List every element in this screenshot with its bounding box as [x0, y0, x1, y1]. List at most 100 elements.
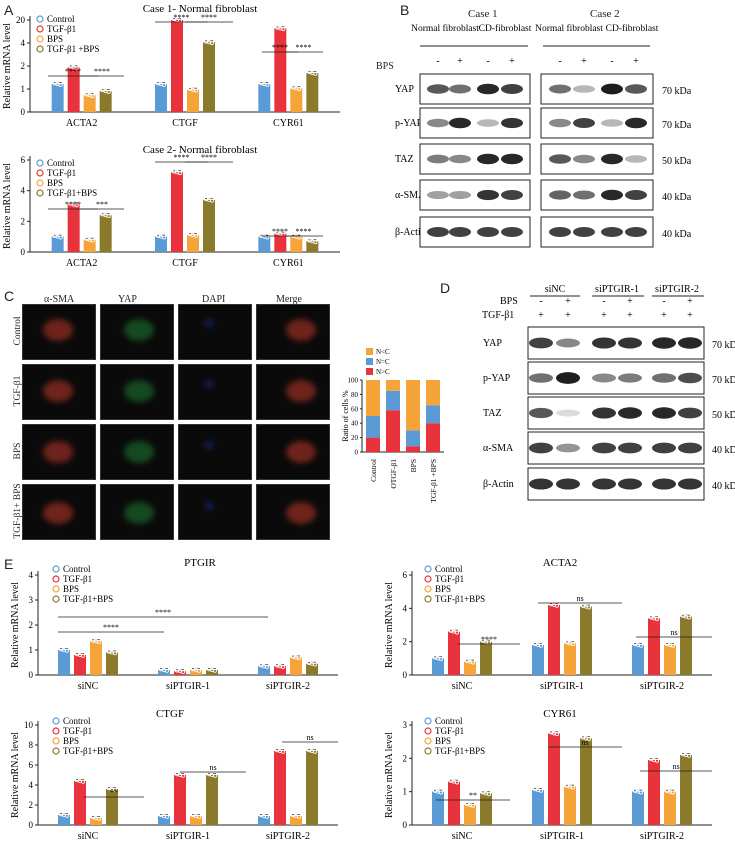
y-tick-label: 3	[403, 720, 408, 730]
sig-label: ns	[209, 763, 216, 772]
bar	[158, 816, 170, 825]
cell-signal	[124, 380, 154, 402]
y-tick-label: 1	[29, 645, 34, 655]
blot-band	[549, 190, 571, 200]
legend-marker	[36, 45, 44, 53]
bar	[548, 605, 560, 675]
legend-label: TGF-β1+BPS	[435, 746, 485, 756]
protein-label: β-Actin	[483, 479, 514, 490]
data-point	[196, 668, 201, 673]
bar	[548, 733, 560, 825]
blot-band	[427, 118, 449, 128]
kda-label: 40 kDa	[712, 445, 735, 456]
sig-label: ****	[155, 608, 171, 617]
bar	[155, 84, 167, 112]
blot-band	[449, 154, 471, 164]
bar	[632, 791, 644, 825]
legend-swatch	[366, 358, 373, 365]
bar	[580, 606, 592, 675]
data-point	[65, 648, 70, 653]
col-label-yap: YAP	[118, 294, 137, 305]
sig-label: ****	[174, 13, 190, 22]
data-point	[571, 642, 576, 647]
legend-marker	[424, 585, 432, 593]
bar	[258, 816, 270, 825]
data-point	[280, 749, 285, 754]
blot-band	[477, 119, 499, 127]
data-point	[454, 780, 459, 785]
micrograph	[22, 484, 96, 540]
data-point	[639, 643, 644, 648]
blot-band	[625, 155, 647, 163]
bar	[580, 738, 592, 825]
legend-label: Control	[63, 716, 91, 726]
protein-label: α-SMA	[395, 190, 426, 201]
x-tick-label: Control	[369, 459, 378, 482]
data-point	[193, 88, 198, 93]
blot-band	[573, 154, 595, 164]
legend-marker	[424, 575, 432, 583]
bar	[203, 42, 215, 112]
blot-band	[501, 227, 523, 237]
data-point	[177, 171, 182, 176]
blot-band	[501, 153, 523, 165]
data-point	[587, 605, 592, 610]
data-point	[113, 651, 118, 656]
y-tick-label: 60	[351, 405, 359, 413]
legend-marker	[424, 727, 432, 735]
cell-signal	[205, 441, 213, 449]
blot-band	[449, 227, 471, 237]
blot-band	[501, 84, 523, 94]
blot-band	[556, 443, 580, 453]
data-point	[161, 235, 166, 240]
data-point	[313, 71, 318, 76]
x-tick-label: TGF-β1 +BPS	[429, 459, 438, 503]
legend-marker	[52, 575, 60, 583]
data-point	[438, 790, 443, 795]
blot-band	[573, 227, 595, 237]
bar	[306, 751, 318, 825]
data-point	[74, 66, 79, 71]
blot-band	[529, 373, 553, 383]
legend-marker	[52, 595, 60, 603]
data-point	[280, 665, 285, 670]
x-tick-label: siPTGIR-2	[266, 831, 310, 842]
data-point	[264, 814, 269, 819]
data-point	[587, 737, 592, 742]
y-tick-label: 0	[21, 247, 26, 257]
blot-band	[678, 407, 702, 419]
y-tick-label: 0	[29, 820, 34, 830]
legend-marker	[52, 747, 60, 755]
data-point	[180, 670, 185, 675]
legend-marker	[424, 565, 432, 573]
x-tick-label: siPTGIR-1	[540, 681, 584, 692]
legend-label: TGF-β1+BPS	[63, 594, 113, 604]
kda-label: 40 kDa	[662, 192, 692, 203]
x-tick-label: siPTGIR-1	[540, 831, 584, 842]
legend-marker	[36, 159, 44, 167]
x-tick-label: ACTA2	[66, 258, 97, 269]
kda-label: 70 kDa	[662, 120, 692, 131]
y-tick-label: 8	[29, 740, 34, 750]
blot-band	[618, 442, 642, 454]
blot-band	[529, 337, 553, 349]
blot-band	[427, 227, 449, 237]
data-point	[97, 640, 102, 645]
data-point	[209, 198, 214, 203]
bar	[648, 618, 660, 675]
bar	[274, 666, 286, 675]
data-point	[212, 668, 217, 673]
x-tick-label: siPTGIR-2	[266, 681, 310, 692]
legend-label: TGF-β1	[47, 24, 76, 34]
data-point	[555, 732, 560, 737]
legend-label: N>C	[376, 368, 390, 376]
bps-sign: -	[486, 56, 489, 67]
kda-label: 70 kDa	[712, 375, 735, 386]
blot-band	[556, 478, 580, 490]
data-point	[193, 233, 198, 238]
bps-sign: -	[610, 56, 613, 67]
sig-label: ns	[306, 733, 313, 742]
blot-band	[556, 338, 580, 348]
